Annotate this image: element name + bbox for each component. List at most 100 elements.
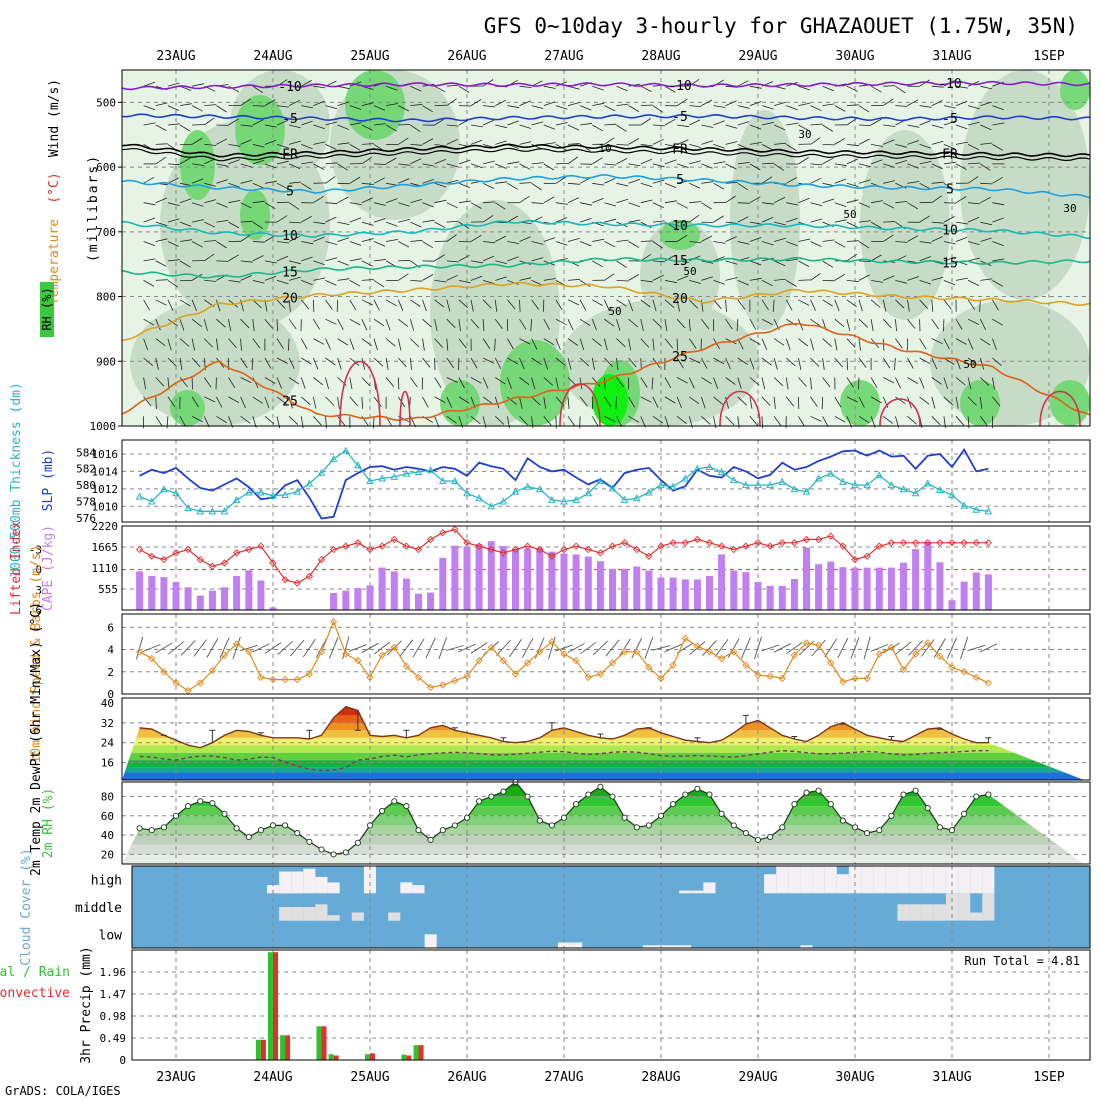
rh2m-frame [121, 781, 1091, 865]
wind-barb [349, 280, 361, 287]
thickness-point [717, 467, 726, 475]
run-total-label: Run Total = 4.81 [964, 954, 1080, 968]
wind-barb [895, 201, 908, 204]
wind-barb [337, 85, 350, 90]
lifted-index-point [960, 539, 968, 547]
wind-barb [786, 357, 796, 367]
wind-barb [240, 98, 251, 106]
lifted-index-point [730, 545, 738, 554]
wind-barb [325, 318, 337, 325]
wind-barb [252, 221, 264, 229]
wind10-point [293, 675, 301, 684]
wind-barb [858, 105, 870, 113]
rh2m-point [924, 804, 931, 812]
wind-barb [434, 319, 438, 331]
wind-barb [773, 357, 778, 370]
wind-barb [276, 255, 289, 262]
wind-barb [652, 179, 665, 184]
wind-barb [810, 318, 821, 327]
wind-barb [628, 274, 640, 281]
thickness-point [244, 488, 253, 496]
cloud-cell [800, 866, 813, 894]
cloud-cell [351, 912, 364, 921]
thickness-point [196, 507, 205, 515]
wind10-point [475, 657, 483, 665]
wind-barb [907, 181, 920, 184]
thickness-point [220, 507, 229, 515]
wind-barb [301, 215, 312, 223]
wind-barb [143, 241, 156, 246]
wind-barb [761, 396, 771, 406]
wind-barb [822, 357, 825, 370]
cape-bar [560, 553, 568, 610]
wind-barb [446, 179, 459, 184]
lifted-index-point [487, 545, 495, 554]
wind-barb [507, 280, 519, 285]
wind-barb [410, 158, 422, 165]
wind-barb [361, 338, 372, 347]
wind-barb [919, 182, 931, 190]
wind-barb [446, 396, 453, 408]
lifted-index-point [366, 545, 374, 554]
wind-barb [652, 299, 657, 312]
date-label-top: 23AUG [156, 49, 195, 64]
wind-barb [870, 299, 881, 308]
rh2m-point [185, 803, 192, 810]
wind-barb [919, 105, 932, 108]
wind-barb [749, 85, 762, 89]
lifted-index-point [196, 555, 204, 564]
rh2m-point [269, 822, 277, 829]
wind-barb [361, 124, 373, 131]
wind-barb [652, 138, 664, 145]
wind-barb [192, 163, 205, 166]
wind-barb [410, 144, 423, 146]
wind10-point [426, 683, 435, 691]
wind10-point [814, 641, 823, 649]
wind-barb [713, 215, 725, 223]
wind-barb [725, 182, 738, 184]
wind-barb [955, 416, 965, 426]
lifted-index-point [232, 549, 241, 557]
wind-barb [701, 235, 713, 242]
lifted-index-point [390, 535, 398, 544]
wind-barb [798, 299, 810, 306]
wind-barb [689, 396, 700, 405]
wind-barb [179, 260, 191, 268]
wind-barb [494, 357, 502, 369]
wind10-barb [652, 645, 670, 651]
wind-barb [786, 280, 797, 287]
wind-barb [385, 198, 398, 204]
wind10-barb [979, 643, 997, 653]
wind-barb [313, 221, 326, 225]
wind-barb [240, 163, 253, 168]
wind10-barb [290, 639, 305, 657]
thickness-point [366, 476, 374, 484]
wind10-barb [521, 638, 534, 658]
wind-barb [288, 318, 297, 330]
thickness-point [972, 505, 981, 513]
precip-convective-bar [370, 1053, 375, 1060]
thickness-point [535, 485, 544, 493]
temp2m-frame [121, 697, 1091, 781]
wind-barb [313, 85, 326, 89]
wind-barb [288, 396, 293, 409]
wind-barb [264, 99, 276, 106]
wind-barb [737, 80, 749, 87]
wind-barb [628, 163, 641, 167]
rh2m-point [791, 801, 798, 808]
precip-total-bar [328, 1054, 334, 1060]
wind10-barb [303, 638, 316, 658]
wind-barb [688, 338, 697, 349]
wind-barb [725, 416, 735, 426]
wind-barb [725, 299, 727, 312]
wind-barb [264, 124, 277, 128]
wind-barb [555, 122, 568, 126]
wind-barb [616, 144, 629, 146]
date-label-bottom: 31AUG [932, 1070, 971, 1085]
wind-barb [615, 396, 617, 409]
wind-barb [967, 299, 976, 310]
lifted-index-point [645, 552, 653, 560]
wind-barb [434, 85, 446, 93]
wind-barb [386, 239, 398, 242]
wind-barb [725, 396, 729, 409]
